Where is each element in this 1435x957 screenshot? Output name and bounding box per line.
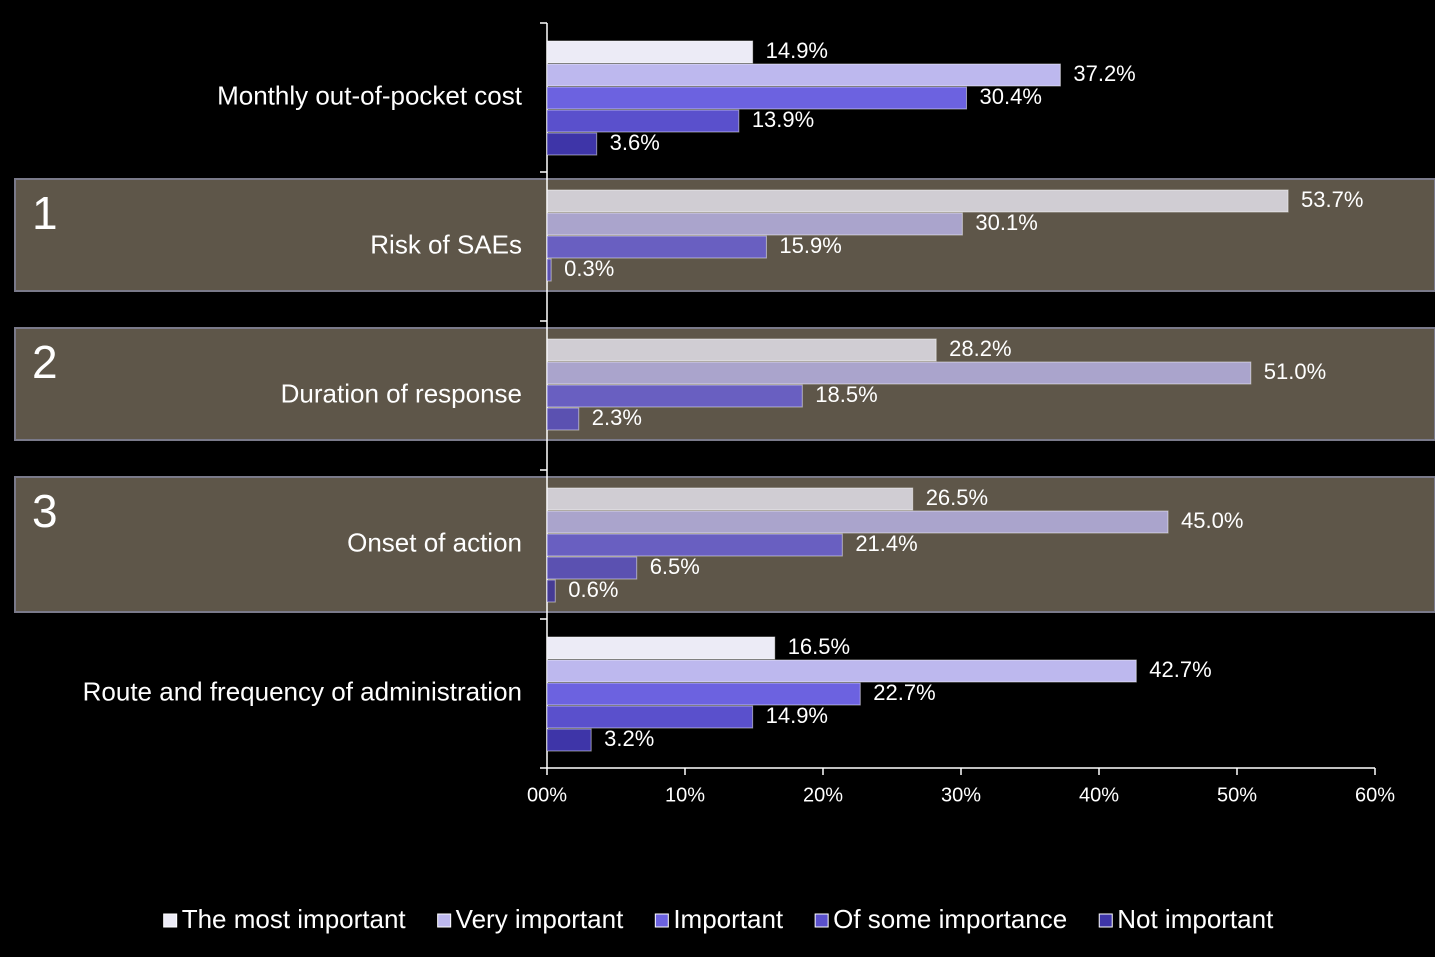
- category-label: Monthly out-of-pocket cost: [217, 80, 523, 110]
- category-label: Duration of response: [281, 378, 522, 408]
- category-label: Risk of SAEs: [370, 229, 522, 259]
- value-label: 2.3%: [592, 405, 642, 430]
- bar: [546, 407, 580, 431]
- legend-marker: [437, 913, 452, 928]
- value-label: 42.7%: [1149, 657, 1211, 682]
- value-label: 14.9%: [766, 703, 828, 728]
- value-label: 0.6%: [568, 577, 618, 602]
- rank-label: 2: [32, 336, 58, 388]
- value-label: 51.0%: [1264, 359, 1326, 384]
- value-label: 45.0%: [1181, 508, 1243, 533]
- value-label: 13.9%: [752, 107, 814, 132]
- value-label: 3.6%: [610, 130, 660, 155]
- value-label: 30.1%: [975, 210, 1037, 235]
- bar: [546, 579, 556, 603]
- category-label: Onset of action: [347, 527, 522, 557]
- bar: [546, 659, 1137, 683]
- value-label: 53.7%: [1301, 187, 1363, 212]
- bar: [546, 86, 968, 110]
- x-tick-label: 10%: [665, 784, 705, 806]
- x-tick-label: 00%: [527, 784, 567, 806]
- value-label: 16.5%: [788, 634, 850, 659]
- x-tick-label: 20%: [803, 784, 843, 806]
- value-label: 0.3%: [564, 256, 614, 281]
- value-label: 28.2%: [949, 336, 1011, 361]
- value-label: 37.2%: [1073, 61, 1135, 86]
- legend-label: Important: [673, 904, 784, 934]
- legend-label: The most important: [182, 904, 407, 934]
- category-label: Route and frequency of administration: [83, 676, 522, 706]
- bar: [546, 361, 1252, 385]
- bar: [546, 235, 767, 259]
- bar: [546, 212, 963, 236]
- bar: [546, 189, 1289, 213]
- rank-label: 1: [32, 187, 58, 239]
- x-tick-label: 40%: [1079, 784, 1119, 806]
- bar: [546, 338, 937, 362]
- value-label: 22.7%: [873, 680, 935, 705]
- x-tick-label: 60%: [1355, 784, 1395, 806]
- bar: [546, 40, 754, 64]
- bar: [546, 63, 1061, 87]
- bar: [546, 487, 914, 511]
- legend-marker: [814, 913, 829, 928]
- rank-label: 3: [32, 485, 58, 537]
- value-label: 21.4%: [855, 531, 917, 556]
- bar: [546, 384, 803, 408]
- bar: [546, 728, 592, 752]
- bar: [546, 636, 776, 660]
- legend-label: Very important: [456, 904, 624, 934]
- bar: [546, 510, 1169, 534]
- value-label: 14.9%: [766, 38, 828, 63]
- x-tick-label: 50%: [1217, 784, 1257, 806]
- x-tick-label: 30%: [941, 784, 981, 806]
- legend-marker: [1098, 913, 1113, 928]
- value-label: 30.4%: [980, 84, 1042, 109]
- bar: [546, 682, 861, 706]
- bar: [546, 258, 552, 282]
- value-label: 18.5%: [815, 382, 877, 407]
- value-label: 6.5%: [650, 554, 700, 579]
- legend-marker: [163, 913, 178, 928]
- legend-marker: [654, 913, 669, 928]
- bar: [546, 132, 598, 156]
- legend-label: Not important: [1117, 904, 1274, 934]
- bar: [546, 109, 740, 133]
- value-label: 3.2%: [604, 726, 654, 751]
- value-label: 26.5%: [926, 485, 988, 510]
- legend-label: Of some importance: [833, 904, 1067, 934]
- bar: [546, 705, 754, 729]
- bar: [546, 556, 638, 580]
- bar: [546, 533, 843, 557]
- value-label: 15.9%: [779, 233, 841, 258]
